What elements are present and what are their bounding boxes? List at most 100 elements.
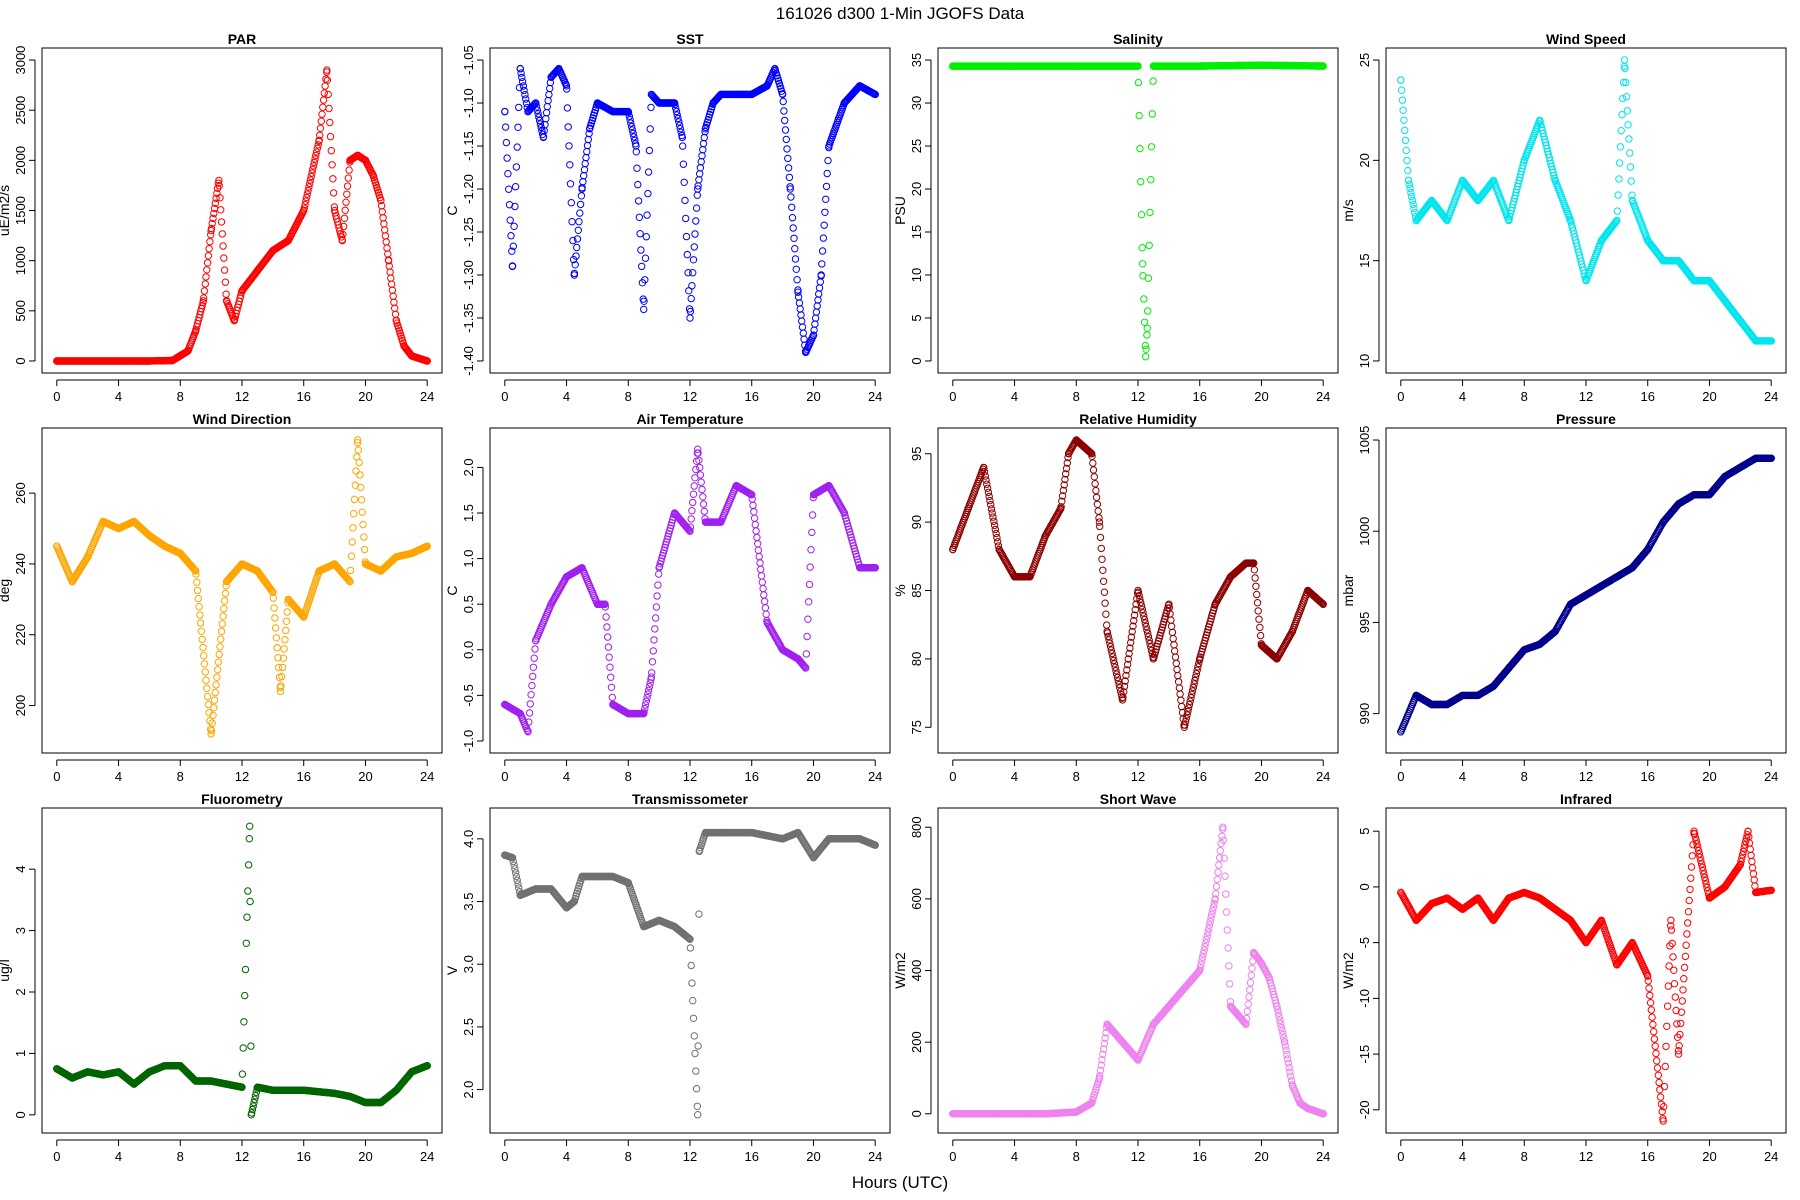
data-point: [1126, 644, 1134, 652]
data-point: [326, 132, 335, 141]
data-point: [672, 104, 680, 112]
data-point: [1110, 660, 1119, 668]
data-point: [820, 221, 828, 229]
data-point: [808, 511, 817, 519]
data-point: [1191, 676, 1199, 685]
data-point: [1271, 653, 1279, 662]
data-point: [1505, 664, 1513, 672]
data-point: [312, 151, 320, 160]
data-point: [345, 576, 353, 585]
data-point: [759, 584, 767, 593]
data-point: [699, 146, 707, 154]
x-tick-label: 12: [1131, 389, 1145, 404]
data-point: [195, 603, 203, 611]
y-tick-label: -1.20: [461, 174, 476, 204]
data-point: [1177, 696, 1185, 704]
data-point: [984, 488, 993, 497]
data-point: [1551, 627, 1559, 636]
data-point: [346, 1092, 354, 1101]
data-point: [1123, 660, 1132, 669]
data-point: [688, 282, 696, 290]
data-point: [522, 99, 531, 108]
data-point: [567, 199, 575, 207]
data-point: [1103, 621, 1111, 629]
data-point: [1520, 156, 1529, 165]
data-point: [1143, 331, 1151, 339]
plot-frame: [1385, 47, 1787, 374]
x-tick-label: 20: [806, 389, 820, 404]
data-point: [818, 247, 827, 255]
x-tick-label: 24: [1316, 389, 1330, 404]
data-point: [1088, 450, 1096, 458]
data-point: [994, 542, 1003, 550]
data-point: [203, 692, 212, 701]
data-point: [1130, 611, 1139, 619]
data-point: [794, 655, 802, 663]
data-point: [207, 226, 215, 235]
data-point: [520, 86, 528, 95]
data-point: [585, 129, 593, 138]
data-point: [168, 356, 177, 365]
y-tick-label: 995: [1357, 612, 1372, 634]
data-point: [511, 202, 519, 211]
data-point: [99, 517, 107, 526]
x-tick-label: 16: [1640, 389, 1654, 404]
data-point: [805, 598, 813, 606]
data-point: [230, 317, 239, 325]
data-point: [278, 672, 286, 681]
data-point: [988, 509, 996, 517]
data-point: [856, 564, 864, 572]
panel-title: Wind Direction: [193, 411, 292, 427]
data-point: [282, 626, 290, 635]
data-point: [1736, 317, 1745, 325]
data-point: [547, 600, 555, 608]
data-point: [531, 645, 539, 653]
data-point: [1409, 200, 1417, 209]
data-point: [543, 102, 551, 111]
series-points: [53, 66, 431, 365]
x-tick-label: 0: [949, 389, 956, 404]
data-point: [391, 304, 399, 312]
data-point: [1171, 647, 1179, 655]
data-point: [84, 1068, 92, 1076]
data-point: [805, 580, 814, 589]
data-point: [518, 73, 526, 82]
data-point: [646, 125, 654, 133]
data-point: [565, 142, 573, 150]
data-point: [1659, 518, 1667, 526]
data-point: [530, 101, 538, 109]
data-point: [825, 481, 833, 490]
data-point: [605, 653, 613, 661]
data-point: [572, 252, 580, 260]
data-point: [763, 618, 771, 627]
data-point: [798, 323, 807, 331]
data-point: [524, 107, 532, 116]
data-point: [802, 664, 810, 672]
data-point: [800, 662, 808, 670]
data-point: [512, 163, 521, 171]
data-point: [145, 531, 154, 540]
data-point: [701, 518, 710, 526]
data-point: [510, 222, 518, 231]
data-point: [1142, 353, 1150, 361]
x-tick-label: 20: [1254, 769, 1268, 784]
data-point: [778, 646, 787, 654]
data-point: [1170, 641, 1178, 649]
data-point: [1613, 573, 1621, 581]
data-point: [1254, 607, 1262, 615]
data-point: [513, 143, 521, 151]
data-point: [317, 117, 325, 125]
data-point: [693, 191, 701, 199]
data-point: [246, 897, 254, 906]
data-point: [1597, 582, 1606, 590]
data-point: [388, 286, 397, 294]
data-point: [625, 112, 633, 120]
data-point: [269, 246, 277, 255]
x-tick-label: 0: [1397, 389, 1404, 404]
data-point: [203, 684, 211, 692]
data-point: [1196, 62, 1204, 70]
data-point: [209, 214, 217, 223]
y-tick-label: 2000: [13, 146, 28, 175]
data-point: [700, 133, 708, 142]
data-point: [1147, 143, 1156, 151]
